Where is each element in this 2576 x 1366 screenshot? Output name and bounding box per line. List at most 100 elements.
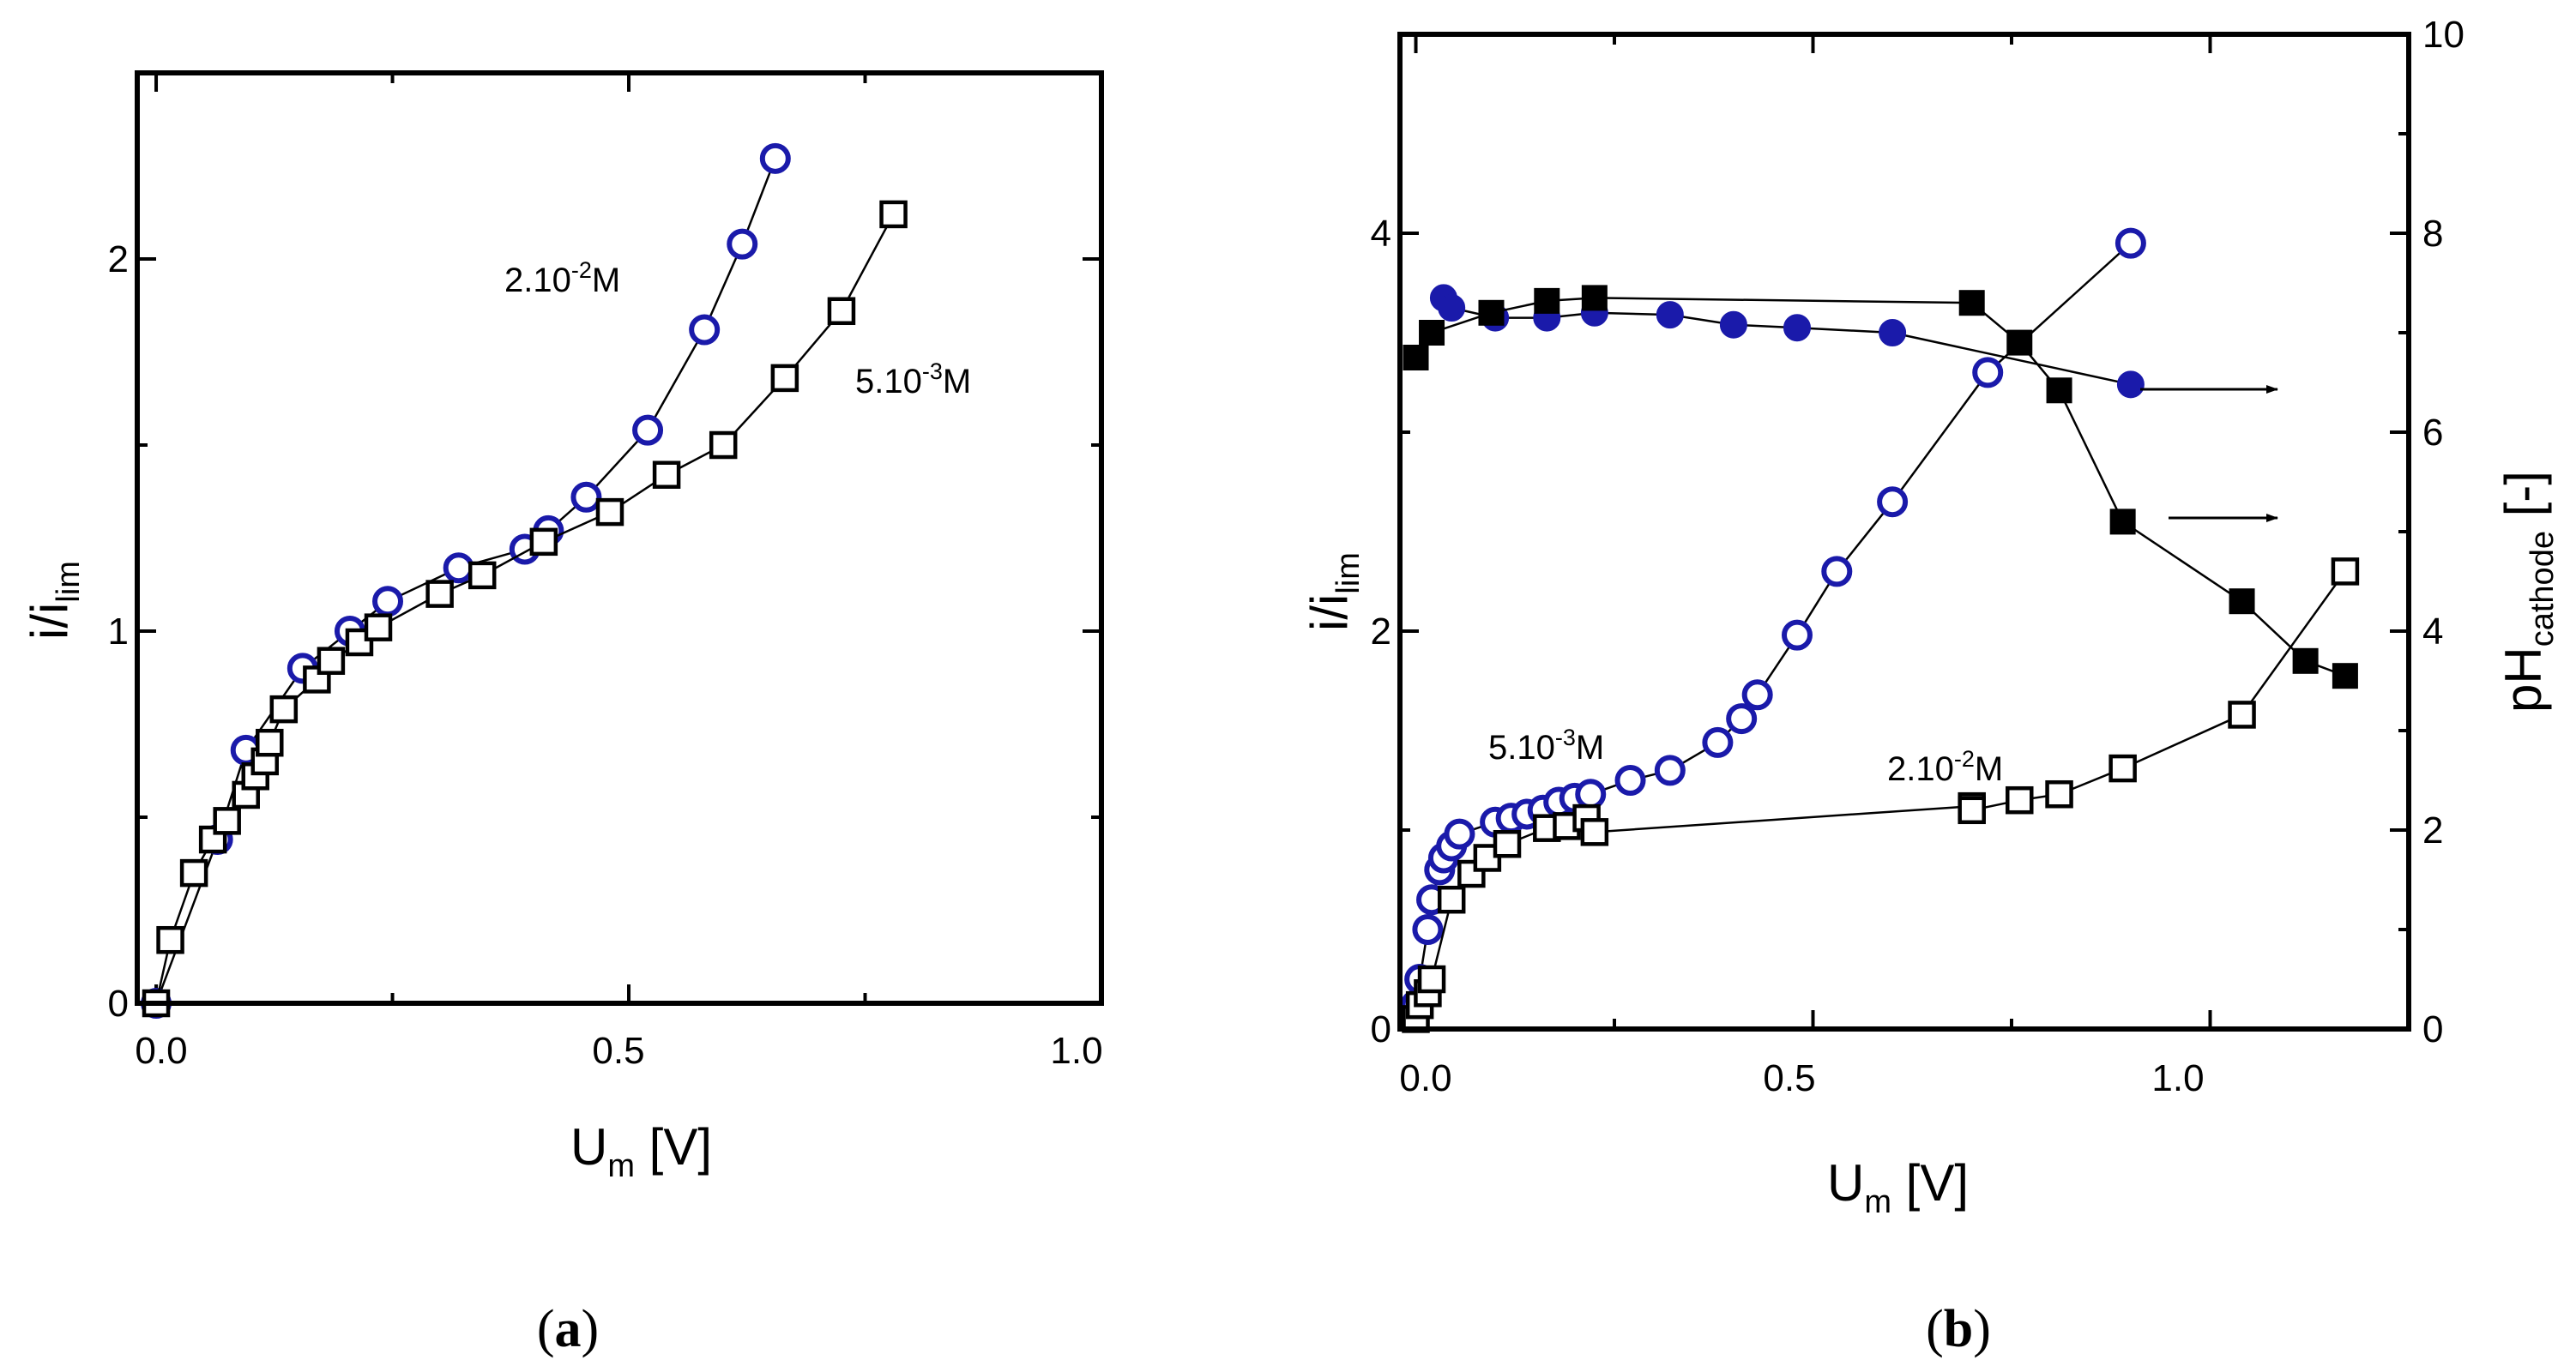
chart-b-y-axis-title: i/ilim — [1300, 552, 1366, 631]
chart-a-series-1-point — [364, 613, 393, 641]
chart-a-series-1-point — [827, 297, 856, 326]
chart-b-series-1-point — [1457, 859, 1486, 888]
chart-a-annotation-base: 2.10 — [504, 262, 571, 299]
chart-b-annotation-base: 2.10 — [1887, 750, 1954, 788]
chart-b-annotation-base: 5.10 — [1488, 729, 1555, 767]
chart-b-series-2-point — [1438, 294, 1466, 322]
chart-b-series-2-point — [1719, 310, 1747, 339]
chart-b-series-0-point — [1877, 486, 1909, 518]
chart-a-ytick-label: 0 — [108, 983, 129, 1025]
chart-a-ticks — [137, 73, 1103, 1005]
chart-a-xtick-label: 0.5 — [592, 1030, 644, 1072]
chart-b-x-axis-title: Um [V] — [1827, 1154, 1969, 1220]
chart-b-y2-axis-title-unit: [-] — [2495, 471, 2552, 531]
chart-b-series-1-point — [2108, 754, 2137, 783]
chart-b-series-1-point — [2045, 779, 2073, 809]
chart-b-series-2-point — [2116, 370, 2145, 399]
chart-b-ticks — [1400, 33, 2410, 1031]
chart-a-series-1-point — [652, 460, 681, 489]
chart-a-series-0-point — [372, 586, 404, 617]
chart-a-x-axis-title-unit: [V] — [635, 1118, 712, 1176]
chart-a-xtick-label: 1.0 — [1050, 1030, 1102, 1072]
chart-a-annotation-2e-2M: 2.10-2M — [504, 257, 620, 299]
chart-b-series-3-point — [1581, 285, 1608, 311]
chart-a-x-axis-title: Um [V] — [570, 1118, 712, 1184]
chart-a-x-axis-title-main: U — [570, 1118, 607, 1176]
chart-b-series-0-point — [1741, 679, 1773, 711]
chart-b-y2tick-label: 4 — [2422, 611, 2443, 653]
chart-b-series-0-point — [1614, 765, 1646, 796]
chart-b-y2-axis-title: pHcathode [-] — [2495, 471, 2561, 713]
chart-b-series-0-point — [2114, 227, 2146, 259]
chart-a-series-1-point — [213, 807, 241, 835]
chart-b-series-3-point — [1478, 299, 1505, 326]
chart-b-y2tick-label: 2 — [2422, 809, 2443, 851]
chart-a-series-1-point — [770, 364, 799, 393]
chart-b-series-2-line — [1442, 297, 2132, 386]
chart-a-series-0-line — [154, 158, 776, 1004]
chart-b-series-0-point — [1972, 357, 2004, 388]
chart-b-series-1-point — [2228, 701, 2256, 729]
chart-b-series-0-point — [1575, 779, 1607, 810]
chart-b-series-3-point — [1419, 320, 1445, 346]
chart-b-annotation-tail: M — [1975, 750, 2003, 788]
chart-b-series-3-point — [1534, 287, 1560, 314]
chart-b-ytick-label: 2 — [1371, 611, 1391, 653]
chart-a-annotation-tail: M — [592, 262, 620, 299]
chart-b-series-1-point — [2331, 557, 2360, 586]
chart-a-series-1-point — [879, 200, 908, 229]
chart-b-series-0-point — [1654, 755, 1686, 786]
chart-b-series-3-point — [2292, 647, 2319, 674]
chart-a-series-0-point — [689, 314, 721, 346]
chart-b-series-2-point — [1783, 314, 1811, 342]
chart-b-series-0-point — [1412, 914, 1444, 945]
chart-b-x-axis-title-sub: m — [1864, 1184, 1891, 1220]
chart-a-series-1-point — [269, 695, 299, 724]
chart-b-y2tick-label: 6 — [2422, 412, 2443, 454]
chart-a-y-axis-title-main: i/i — [21, 603, 78, 640]
chart-a-ytick-label: 2 — [108, 238, 129, 280]
chart-a-series-1-point — [156, 925, 184, 954]
chart-a-series-0-point — [570, 481, 602, 513]
chart-b-xtick-label: 0.0 — [1399, 1057, 1451, 1099]
chart-b-annotation-5e-3M: 5.10-3M — [1488, 725, 1604, 767]
chart-a-series-1-point — [179, 858, 208, 888]
chart-a-y-axis-title-sub: lim — [51, 561, 87, 603]
chart-b-series-3-point — [1958, 290, 1985, 316]
chart-b-y2tick-label: 0 — [2422, 1008, 2443, 1050]
chart-a-ytick-label: 1 — [108, 611, 129, 653]
chart-b-series — [1400, 227, 2360, 1033]
chart-b-panel-label: (b) — [1926, 1300, 1991, 1358]
chart-b-plot-frame — [1397, 32, 2411, 1032]
chart-a-series-1-point — [425, 580, 454, 608]
chart-b-series-3-point — [2046, 377, 2072, 404]
chart-a: 0.0 0.5 1.0 0 1 2 Um [V] i/ilim 2.10-2M … — [21, 70, 1104, 1358]
chart-b-y2tick-label: 8 — [2422, 213, 2443, 255]
chart-a-series-0-point — [632, 414, 664, 446]
chart-a-series-1-point — [595, 497, 624, 527]
chart-b-series-0-point — [1702, 726, 1734, 758]
chart-a-series-1-point — [256, 728, 284, 757]
chart-b-series-1-point — [1417, 965, 1446, 994]
chart-b-series-1-point — [1580, 818, 1609, 846]
chart-b-series-1-point — [2006, 785, 2034, 815]
chart-b-series-0-line — [1415, 242, 2132, 1006]
chart-a-annotation-sup: -2 — [571, 257, 592, 283]
chart-b-series-3-point — [1403, 345, 1429, 370]
chart-a-series-1-point — [345, 628, 374, 657]
chart-b-annotation-sup: -3 — [1555, 725, 1576, 750]
chart-a-panel-label: (a) — [537, 1300, 599, 1358]
chart-b-series-1-point — [1958, 796, 1986, 825]
chart-a-xtick-label: 0.0 — [135, 1030, 187, 1072]
chart-b-series-1-point — [1437, 885, 1466, 914]
chart-b-series-0-point — [1726, 703, 1758, 735]
chart-b-xtick-label: 0.5 — [1763, 1057, 1815, 1099]
chart-b-panel-letter: b — [1944, 1300, 1973, 1358]
chart-a-plot-frame — [135, 70, 1104, 1006]
chart-b-x-axis-title-main: U — [1827, 1154, 1864, 1212]
chart-b-series-3-point — [2332, 663, 2358, 689]
chart-b-annotation-tail: M — [1576, 729, 1604, 767]
chart-a-annotation-5e-3M: 5.10-3M — [855, 358, 971, 400]
chart-b-series-3-point — [2109, 508, 2136, 535]
